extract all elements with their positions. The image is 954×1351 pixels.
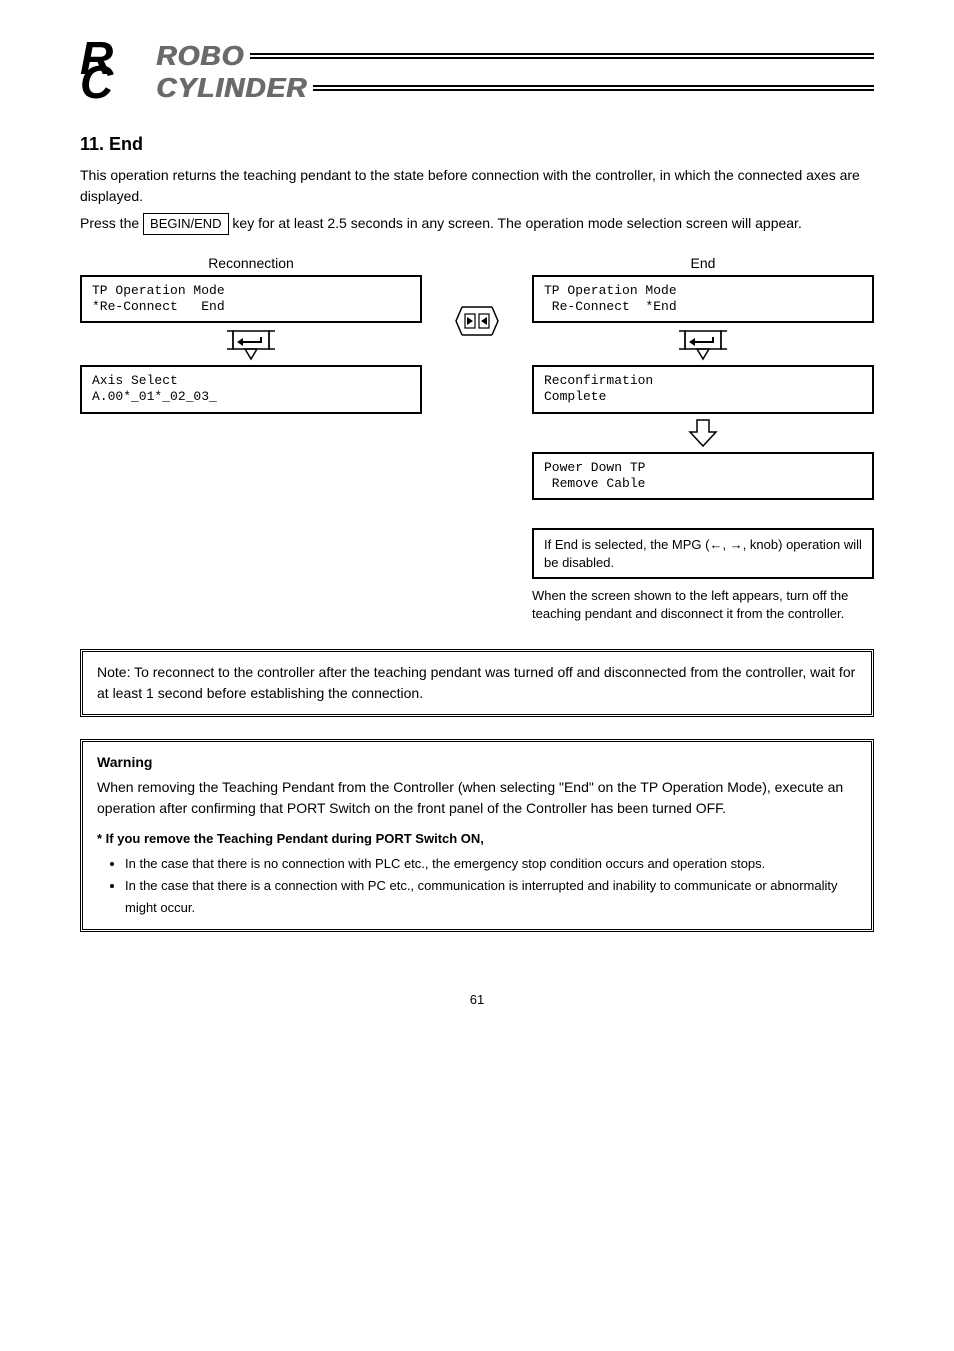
page-number: 61 [80,992,874,1007]
down-arrow-icon [686,418,720,448]
logo-rule-bottom [313,85,874,91]
screen-line: Remove Cable [544,476,645,491]
caption-line: be disabled. [544,555,614,570]
flow-col-right: End TP Operation Mode Re-Connect *End Re… [532,255,874,624]
caption-line: If End is selected, the MPG [544,537,702,552]
logo-header: R C ROBO CYLINDER [80,40,874,104]
screen-line: TP Operation Mode [544,283,677,298]
screen-line: Axis Select [92,373,178,388]
logo-mark: R C [80,42,150,102]
screen-reconnect-select: TP Operation Mode *Re-Connect End [80,275,422,324]
intro-paragraph-1: This operation returns the teaching pend… [80,165,874,207]
intro-paragraph-2: Press the BEGIN/END key for at least 2.5… [80,213,874,235]
warning-bullet-1: In the case that there is no connection … [125,853,857,875]
screen-axis-select: Axis Select A.00*_01*_02_03_ [80,365,422,414]
screen-line: Complete [544,389,606,404]
flow-center [452,255,502,624]
flow-diagram: Reconnection TP Operation Mode *Re-Conne… [80,255,874,624]
left-right-arrow-icon [452,301,502,341]
intro-2-pre: Press the [80,215,143,231]
mpg-caption-box: If End is selected, the MPG (←, →, knob)… [532,528,874,579]
enter-arrow-icon [221,327,281,361]
section-heading: 11. End [80,134,874,155]
screen-line: Power Down TP [544,460,645,475]
flow-col-left: Reconnection TP Operation Mode *Re-Conne… [80,255,422,624]
warning-bullets: In the case that there is no connection … [97,853,857,919]
warning-box: Warning When removing the Teaching Penda… [80,739,874,932]
logo-word-cylinder: CYLINDER [156,72,307,104]
screen-line: Reconfirmation [544,373,653,388]
label-end: End [691,255,716,271]
screen-power-down: Power Down TP Remove Cable [532,452,874,501]
caption-line: (←, →, knob) operation will [705,537,862,552]
screen-end-select: TP Operation Mode Re-Connect *End [532,275,874,324]
note-box-text: Note: To reconnect to the controller aft… [97,664,855,701]
label-reconnection: Reconnection [208,255,294,271]
warning-bullet-2: In the case that there is a connection w… [125,875,857,919]
enter-arrow-icon [673,327,733,361]
logo-word-robo: ROBO [156,40,244,72]
page: R C ROBO CYLINDER 11. End This operation… [0,0,954,1067]
screen-reconfirmation: Reconfirmation Complete [532,365,874,414]
logo-rule-top [250,53,874,59]
screen-line: A.00*_01*_02_03_ [92,389,217,404]
logo-text: ROBO CYLINDER [156,40,874,104]
warning-title: Warning [97,752,857,773]
note-box: Note: To reconnect to the controller aft… [80,649,874,717]
warning-sub: * If you remove the Teaching Pendant dur… [97,829,857,849]
logo-letter-c: C [80,66,109,98]
screen-line: TP Operation Mode [92,283,225,298]
note-line: and disconnect it from the controller. [635,606,844,621]
begin-end-key: BEGIN/END [143,213,229,235]
screen-line: Re-Connect *End [544,299,677,314]
powerdown-note: When the screen shown to the left appear… [532,587,874,623]
intro-2-post: key for at least 2.5 seconds in any scre… [229,215,802,231]
note-line: When the screen shown to the left [532,588,729,603]
screen-line: *Re-Connect End [92,299,225,314]
warning-body: When removing the Teaching Pendant from … [97,777,857,819]
